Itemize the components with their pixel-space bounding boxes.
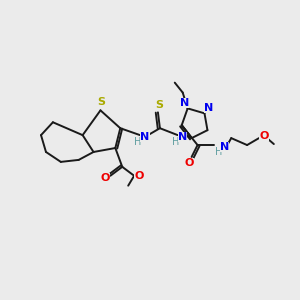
Text: H: H [134, 137, 142, 147]
Text: O: O [259, 131, 268, 141]
Text: H: H [172, 137, 179, 147]
Text: S: S [98, 98, 106, 107]
Text: N: N [140, 132, 150, 142]
Text: O: O [101, 173, 110, 183]
Text: N: N [204, 103, 213, 113]
Text: H: H [215, 147, 222, 157]
Text: O: O [134, 171, 144, 181]
Text: N: N [178, 132, 187, 142]
Text: S: S [155, 100, 163, 110]
Text: N: N [220, 142, 229, 152]
Text: N: N [180, 98, 189, 108]
Text: O: O [185, 158, 194, 168]
